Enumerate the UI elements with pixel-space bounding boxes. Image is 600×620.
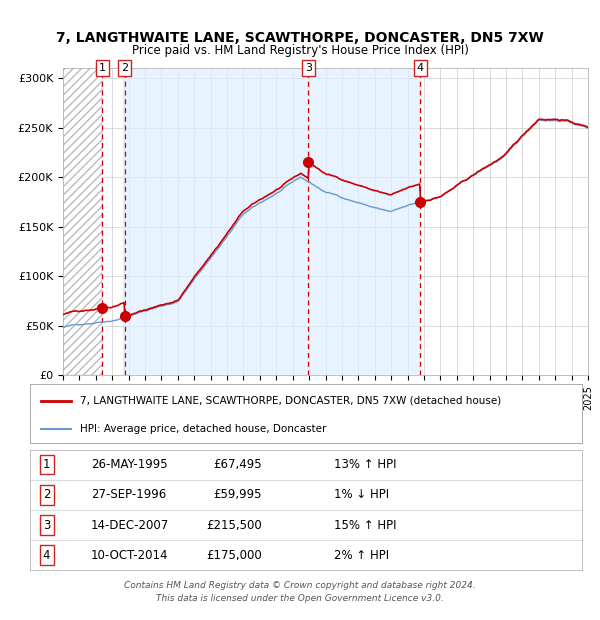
Text: 13% ↑ HPI: 13% ↑ HPI xyxy=(334,458,396,471)
Text: £67,495: £67,495 xyxy=(213,458,262,471)
Bar xyxy=(122,68,127,375)
Text: 3: 3 xyxy=(305,63,312,73)
Text: HPI: Average price, detached house, Doncaster: HPI: Average price, detached house, Donc… xyxy=(80,423,326,433)
Text: 26-MAY-1995: 26-MAY-1995 xyxy=(91,458,167,471)
Text: £215,500: £215,500 xyxy=(206,518,262,531)
Bar xyxy=(125,68,308,375)
Text: 27-SEP-1996: 27-SEP-1996 xyxy=(91,489,166,502)
Text: 4: 4 xyxy=(417,63,424,73)
Text: Contains HM Land Registry data © Crown copyright and database right 2024.: Contains HM Land Registry data © Crown c… xyxy=(124,582,476,590)
Bar xyxy=(63,68,103,375)
Text: 7, LANGTHWAITE LANE, SCAWTHORPE, DONCASTER, DN5 7XW (detached house): 7, LANGTHWAITE LANE, SCAWTHORPE, DONCAST… xyxy=(80,396,501,406)
Text: 4: 4 xyxy=(43,549,50,562)
Text: 2: 2 xyxy=(121,63,128,73)
Text: 10-OCT-2014: 10-OCT-2014 xyxy=(91,549,168,562)
Text: 2% ↑ HPI: 2% ↑ HPI xyxy=(334,549,389,562)
Text: £59,995: £59,995 xyxy=(214,489,262,502)
Text: 3: 3 xyxy=(43,518,50,531)
Text: £175,000: £175,000 xyxy=(206,549,262,562)
Text: 1: 1 xyxy=(99,63,106,73)
Text: 1% ↓ HPI: 1% ↓ HPI xyxy=(334,489,389,502)
Text: 7, LANGTHWAITE LANE, SCAWTHORPE, DONCASTER, DN5 7XW: 7, LANGTHWAITE LANE, SCAWTHORPE, DONCAST… xyxy=(56,32,544,45)
Text: 1: 1 xyxy=(43,458,50,471)
Text: This data is licensed under the Open Government Licence v3.0.: This data is licensed under the Open Gov… xyxy=(156,594,444,603)
Text: 2: 2 xyxy=(43,489,50,502)
Text: 14-DEC-2007: 14-DEC-2007 xyxy=(91,518,169,531)
Bar xyxy=(308,68,421,375)
Text: 15% ↑ HPI: 15% ↑ HPI xyxy=(334,518,396,531)
Text: Price paid vs. HM Land Registry's House Price Index (HPI): Price paid vs. HM Land Registry's House … xyxy=(131,45,469,57)
